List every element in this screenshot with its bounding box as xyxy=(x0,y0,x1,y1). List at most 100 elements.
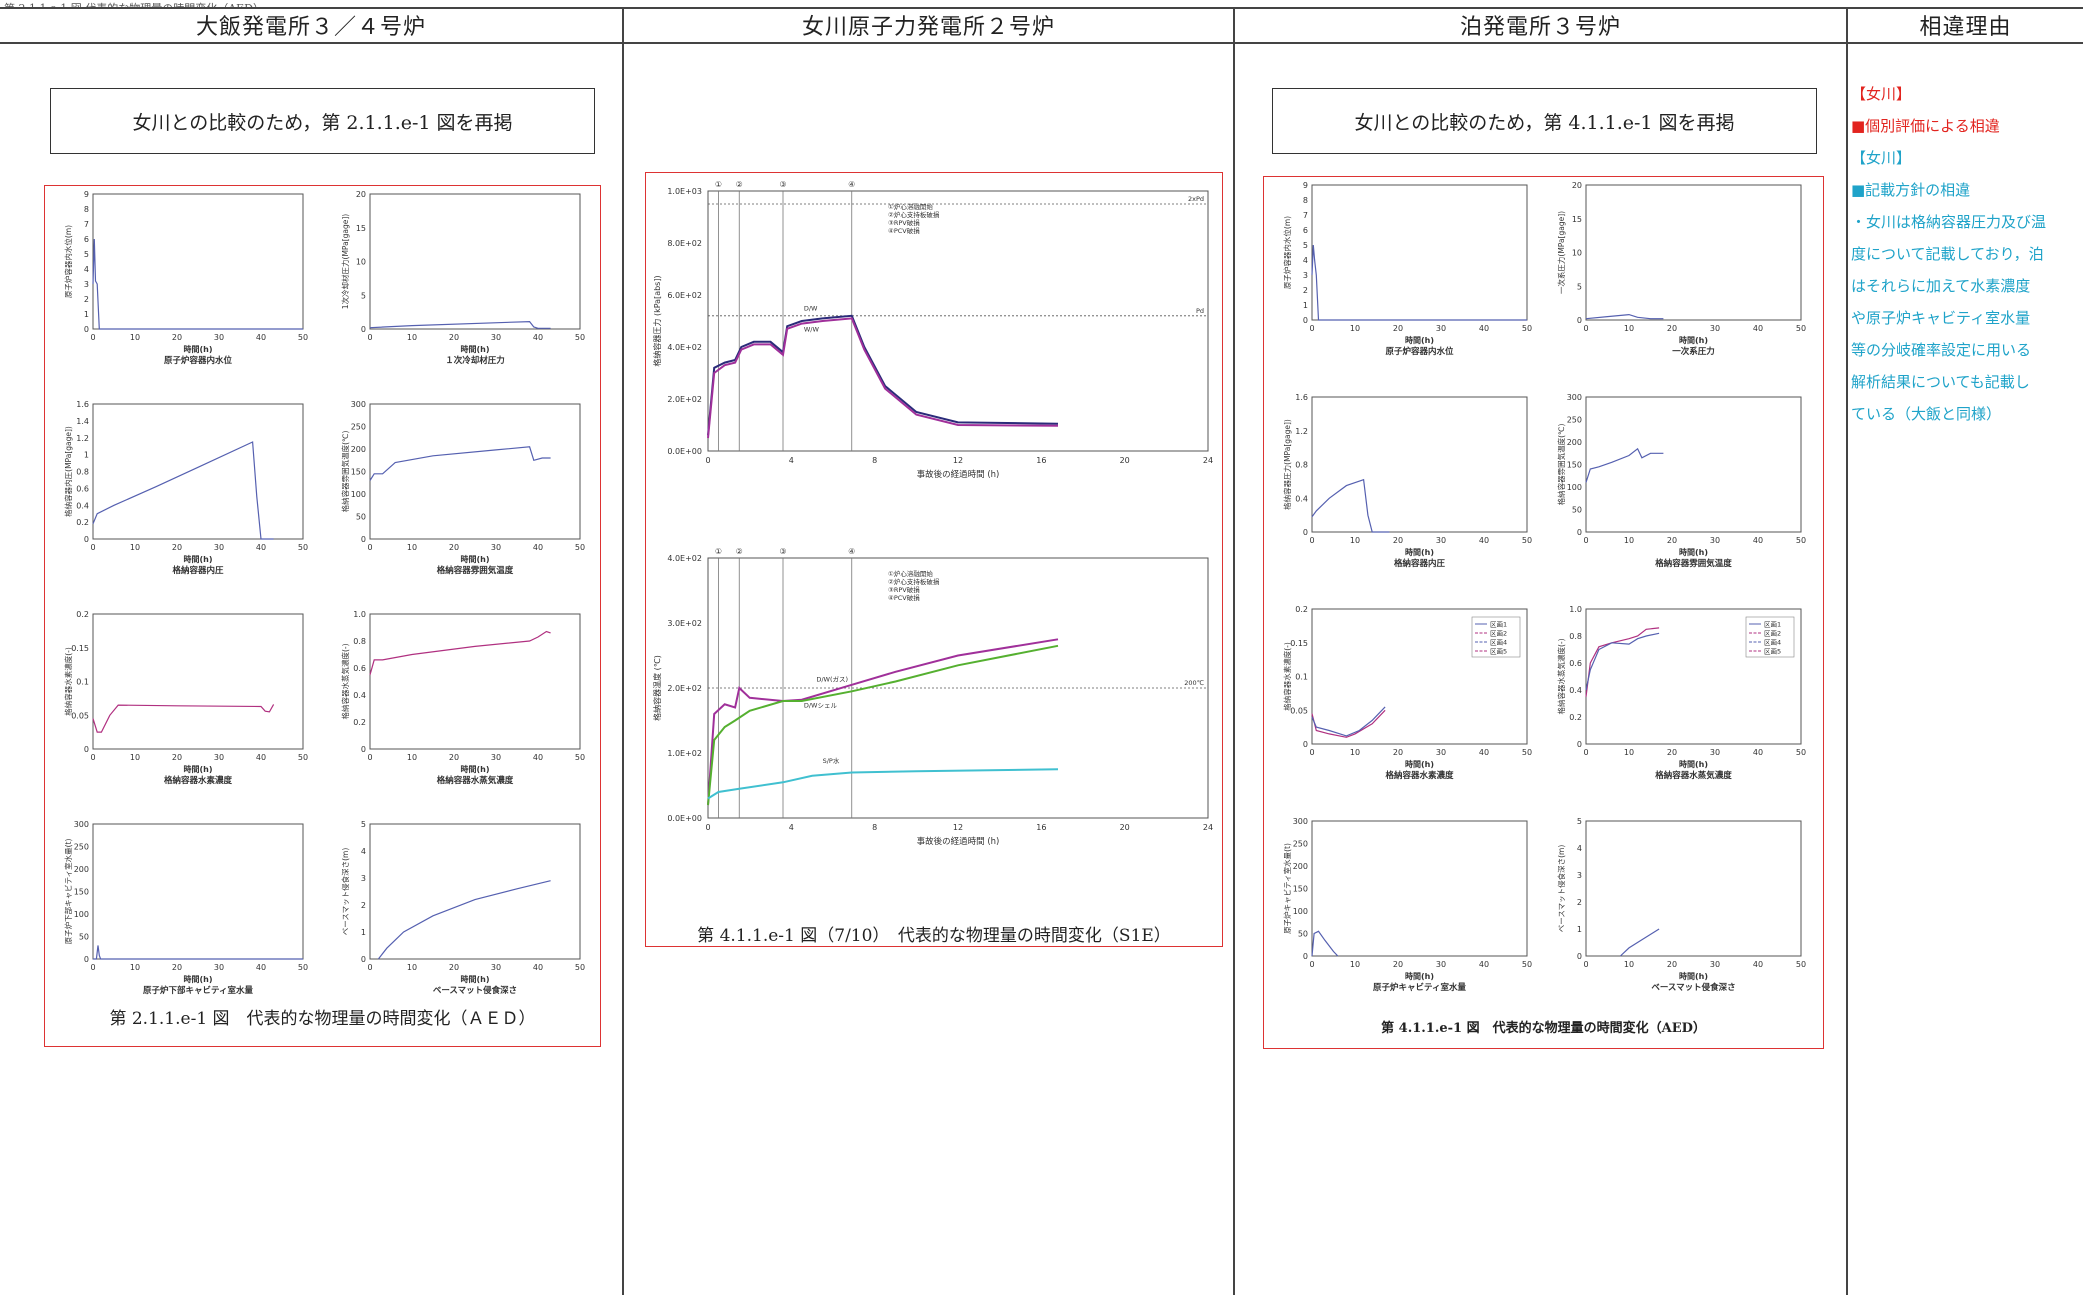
ohi-xtick: 20 xyxy=(449,543,459,552)
tomari-xtick: 40 xyxy=(1753,748,1763,757)
tomari-xtick: 0 xyxy=(1583,536,1588,545)
ohi-xtick: 30 xyxy=(491,753,501,762)
tomari-ylabel: 原子炉キャビティ室水量(t) xyxy=(1282,843,1292,934)
ohi-xtick: 30 xyxy=(491,963,501,972)
ohi-xtick: 40 xyxy=(256,333,266,342)
ohi-ytick: 0 xyxy=(361,955,366,964)
tomari-xtick: 0 xyxy=(1309,536,1314,545)
tomari-legend-label: 区画1 xyxy=(1490,621,1507,629)
ohi-title: 原子炉下部キャビティ室水量 xyxy=(143,985,253,996)
onagawa-bottom-chart: 0.0E+00 1.0E+02 2.0E+02 3.0E+02 4.0E+02 0 4 8 12… xyxy=(652,547,1213,847)
column-divider-2 xyxy=(1233,7,1235,1295)
ohi-ytick: 20 xyxy=(356,190,366,199)
tomari-plot-area xyxy=(1585,820,1802,957)
ohi-ytick: 0.2 xyxy=(353,718,366,727)
onagawa-top-xlabel: 事故後の経過時間 (h) xyxy=(917,469,1000,480)
tomari-ytick: 300 xyxy=(1567,393,1582,402)
ohi-ytick: 0 xyxy=(84,955,89,964)
ohi-xtick: 50 xyxy=(575,333,585,342)
tomari-xtick: 50 xyxy=(1522,748,1532,757)
tomari-ytick: 9 xyxy=(1303,181,1308,190)
tomari-ylabel: ベースマット侵食深さ(m) xyxy=(1556,845,1566,933)
tomari-xtick: 20 xyxy=(1393,536,1403,545)
ohi-xtick: 0 xyxy=(90,543,95,552)
ohi-xtick: 10 xyxy=(130,963,140,972)
ohi-xlabel: 時間(h) xyxy=(183,764,212,774)
tomari-ytick: 0 xyxy=(1303,528,1308,537)
reason-line: ている（大飯と同様） xyxy=(1851,405,2002,423)
onagawa-top-xtick: 16 xyxy=(1036,456,1046,465)
tomari-xtick: 10 xyxy=(1350,536,1360,545)
onagawa-bottom-ytick: 1.0E+02 xyxy=(667,749,702,758)
tomari-ytick: 0 xyxy=(1577,316,1582,325)
ohi-ytick: 250 xyxy=(351,423,366,432)
ohi-ylabel: 格納容器水素濃度(-) xyxy=(63,647,73,716)
tomari-ytick: 15 xyxy=(1572,215,1582,224)
ohi-ytick: 1.0 xyxy=(353,610,366,619)
ohi-ytick: 0.6 xyxy=(353,664,366,673)
tomari-ytick: 0.1 xyxy=(1295,673,1308,682)
tomari-ytick: 0.15 xyxy=(1290,639,1308,648)
tomari-xtick: 10 xyxy=(1624,536,1634,545)
ohi-ytick: 1 xyxy=(84,310,89,319)
onagawa-figure-chart: 0.0E+00 2.0E+02 4.0E+02 6.0E+02 8.0E+02 1.0E+… xyxy=(652,180,1213,847)
tomari-ytick: 0.2 xyxy=(1569,713,1582,722)
ohi-xlabel: 時間(h) xyxy=(460,974,489,984)
ohi-ytick: 0 xyxy=(361,535,366,544)
ohi-xtick: 40 xyxy=(256,963,266,972)
tomari-xtick: 50 xyxy=(1522,960,1532,969)
tomari-plot-area xyxy=(1585,184,1802,321)
ohi-ytick: 5 xyxy=(84,250,89,259)
tomari-xtick: 30 xyxy=(1436,324,1446,333)
tomari-ytick: 0.05 xyxy=(1290,706,1308,715)
tomari-xtick: 20 xyxy=(1667,324,1677,333)
ohi-ytick: 0.4 xyxy=(353,691,366,700)
tomari-ytick: 100 xyxy=(1567,483,1582,492)
tomari-xtick: 50 xyxy=(1796,960,1806,969)
ohi-xtick: 40 xyxy=(256,753,266,762)
onagawa-bottom-ytick: 4.0E+02 xyxy=(667,554,702,563)
ohi-ytick: 0.2 xyxy=(76,610,89,619)
ohi-panel: 0 0.2 0.4 0.6 0.8 1 1.2 1.4 1.6 0 10 20 30 40 50 格納容器内圧… xyxy=(63,400,308,576)
tomari-xlabel: 時間(h) xyxy=(1405,759,1434,769)
onagawa-top-event-legend: ②炉心支持板破損 xyxy=(888,210,940,219)
onagawa-top-series-label: W/W xyxy=(804,325,820,333)
tomari-xtick: 20 xyxy=(1393,960,1403,969)
tomari-panel: 0 50 100 150 200 250 300 0 10 20 30 40 50 格納容器雰囲気温度(℃… xyxy=(1556,393,1806,569)
ohi-ytick: 4 xyxy=(361,847,366,856)
onagawa-bottom-series-label: S/P水 xyxy=(823,756,840,765)
tomari-ytick: 5 xyxy=(1303,241,1308,250)
ohi-ytick: 0.4 xyxy=(76,501,89,510)
ohi-xtick: 40 xyxy=(533,333,543,342)
ohi-ytick: 150 xyxy=(74,888,89,897)
tomari-xtick: 10 xyxy=(1624,960,1634,969)
tomari-series-line xyxy=(1585,313,1664,320)
tomari-series-line xyxy=(1619,928,1660,957)
ohi-ytick: 2 xyxy=(361,901,366,910)
tomari-xtick: 0 xyxy=(1583,324,1588,333)
tomari-xlabel: 時間(h) xyxy=(1679,547,1708,557)
ohi-ytick: 100 xyxy=(351,490,366,499)
tomari-xlabel: 時間(h) xyxy=(1405,335,1434,345)
tomari-xtick: 50 xyxy=(1522,324,1532,333)
reason-line: 【女川】 xyxy=(1851,149,1912,167)
ohi-xtick: 40 xyxy=(533,753,543,762)
tomari-title: 格納容器雰囲気温度 xyxy=(1655,558,1732,569)
onagawa-top-ytick: 2.0E+02 xyxy=(667,395,702,404)
tomari-ytick: 1 xyxy=(1303,301,1308,310)
tomari-ytick: 3 xyxy=(1303,271,1308,280)
tomari-ytick: 10 xyxy=(1572,249,1582,258)
tomari-legend-label: 区画1 xyxy=(1764,621,1781,629)
ohi-xlabel: 時間(h) xyxy=(183,974,212,984)
tomari-ytick: 100 xyxy=(1293,907,1308,916)
ohi-xtick: 0 xyxy=(367,543,372,552)
tomari-xtick: 10 xyxy=(1624,324,1634,333)
ohi-ytick: 9 xyxy=(84,190,89,199)
table-header-bottom-border xyxy=(0,42,2083,44)
onagawa-top-reference-label: Pd xyxy=(1196,307,1204,315)
tomari-xtick: 10 xyxy=(1350,960,1360,969)
tomari-legend-label: 区画5 xyxy=(1764,648,1781,656)
ohi-ytick: 0.15 xyxy=(71,644,89,653)
